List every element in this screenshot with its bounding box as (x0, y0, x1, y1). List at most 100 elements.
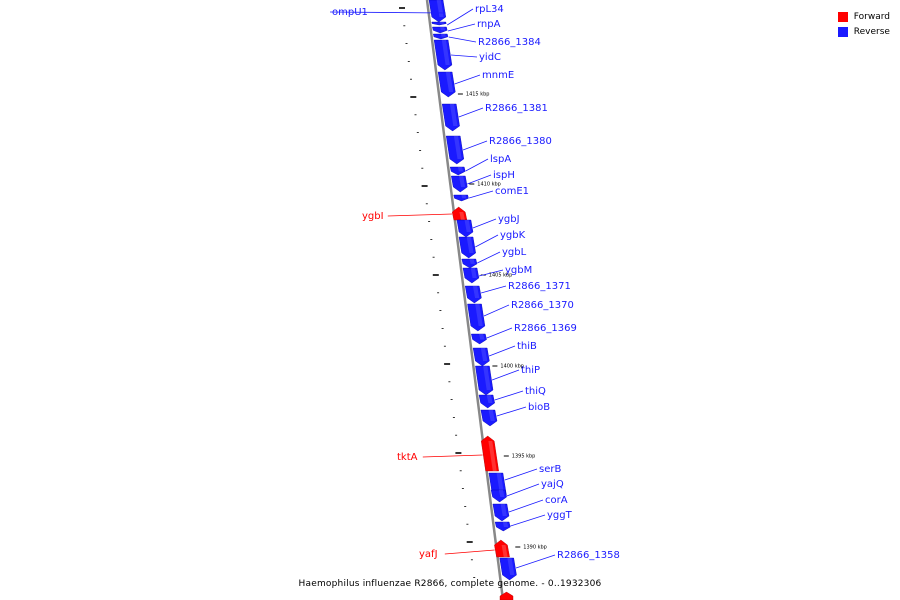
gene-shading-R2866_1371 (472, 286, 480, 298)
gene-leader-line (329, 11, 446, 14)
major-ticks (457, 93, 521, 548)
gene-shading-comE1 (461, 195, 467, 199)
scale-tick-label: 1395 kbp (512, 454, 536, 460)
gene-leader-line (422, 454, 483, 458)
gene-label-ompU1: ompU1 (332, 7, 368, 18)
gene-thiQ (478, 394, 495, 409)
gene-leader-line (504, 468, 538, 481)
legend-label-forward: Forward (853, 11, 890, 22)
gene-leader-line (510, 514, 546, 527)
gene-label-yidC: yidC (479, 52, 501, 63)
gene-label-R2866_1384: R2866_1384 (478, 37, 541, 48)
gene-shading-yafJ (501, 545, 508, 557)
gene-shading-ygbM (470, 268, 477, 278)
scale-tick-label: 1405 kbp (489, 273, 513, 279)
gene-shading-tktA (488, 441, 497, 471)
minor-ticks (399, 7, 476, 578)
gene-shading-thiB (480, 348, 488, 361)
scale-labels: 1415 kbp 1410 kbp 1405 kbp 1400 kbp 1395 kbp… (466, 92, 547, 551)
gene-label-R2866_1370: R2866_1370 (511, 300, 574, 311)
gene-shading-rpL34 (439, 22, 445, 24)
gene-leader-line (508, 499, 544, 513)
gene-label-ygbK: ygbK (500, 230, 526, 241)
gene-leader-line (494, 390, 524, 401)
gene-label-tktA: tktA (397, 452, 418, 463)
gene-label-R2866_1369: R2866_1369 (514, 323, 577, 334)
legend-label-reverse: Reverse (853, 26, 890, 37)
gene-leader-line (458, 107, 484, 118)
gene-shading-serB (496, 473, 505, 495)
gene-leader-line (467, 174, 492, 185)
gene-leader-line (468, 190, 494, 199)
gene-shading-thiP (483, 366, 491, 390)
gene-label-R2866_1380: R2866_1380 (489, 136, 552, 147)
gene-features (428, 0, 517, 600)
legend-swatch-reverse (837, 26, 848, 37)
gene-label-lspA: lspA (490, 154, 511, 165)
gene-corA (492, 503, 510, 522)
gene-ygbJ (456, 219, 474, 238)
gene-shading-yidC (441, 40, 450, 65)
gene-label-ygbJ: ygbJ (498, 214, 520, 225)
gene-leader-line (483, 304, 510, 317)
gene-leader-line (387, 213, 453, 217)
gene-leader-line (475, 234, 499, 248)
gene-label-thiP: thiP (521, 365, 540, 376)
gene-bioB (480, 409, 498, 427)
gene-leader-line (462, 140, 488, 151)
gene-leader-line (488, 345, 516, 357)
gene-shading-yajQ (498, 490, 505, 497)
gene-leader-line (478, 269, 504, 277)
gene-label-yafJ: yafJ (419, 549, 438, 560)
gene-shading-R2866_1384 (441, 34, 446, 37)
gene-shading-R2866_1358 (507, 558, 515, 575)
legend-item-forward: Forward (837, 9, 890, 24)
gene-leader-line (477, 251, 501, 264)
map-caption: Haemophilus influenzae R2866, complete g… (298, 579, 602, 589)
gene-ygbM (462, 267, 480, 284)
gene-leader-line (515, 554, 556, 569)
gene-shading-mnmE (445, 72, 454, 92)
gene-leader-line (486, 327, 513, 339)
gene-leader-line (506, 483, 540, 497)
gene-leader-line (450, 54, 478, 58)
legend: Forward Reverse (837, 9, 890, 39)
gene-R2866_1371 (464, 285, 482, 304)
gene-label-serB: serB (539, 464, 561, 475)
legend-swatch-forward (837, 11, 848, 22)
scale-tick-label: 1415 kbp (466, 92, 490, 98)
gene-leader-line (447, 23, 476, 32)
gene-label-rnpA: rnpA (477, 19, 501, 30)
gene-thiB (472, 347, 490, 367)
gene-leader-line (444, 549, 495, 555)
gene-shading-ispH (459, 176, 466, 187)
gene-leader-line (480, 285, 507, 294)
gene-label-ygbM: ygbM (505, 265, 532, 276)
gene-label-yajQ: yajQ (541, 479, 564, 490)
gene-shading-ygbK (466, 237, 474, 253)
gene-shading-bioB (488, 410, 495, 421)
gene-shading-ygbJ (464, 220, 471, 232)
gene-shading-lspA (457, 167, 464, 172)
gene-label-thiB: thiB (517, 341, 537, 352)
legend-item-reverse: Reverse (837, 24, 890, 39)
gene-shading-yggT (502, 522, 509, 527)
gene-label-rpL34: rpL34 (475, 4, 504, 15)
gene-leader-line (446, 8, 474, 26)
gene-label-yggT: yggT (547, 510, 573, 521)
gene-shading-R2866_1381 (449, 104, 458, 126)
gene-partial-forward (499, 591, 514, 600)
gene-shading-ygbL (469, 259, 475, 264)
gene-shading-ygbI (459, 212, 465, 220)
gene-label-thiQ: thiQ (525, 386, 546, 397)
gene-leader-line (496, 406, 527, 417)
gene-label-mnmE: mnmE (482, 70, 514, 81)
gene-label-R2866_1358: R2866_1358 (557, 550, 620, 561)
genome-backbone (425, 0, 505, 600)
gene-shading-thiQ (486, 395, 493, 403)
gene-label-R2866_1371: R2866_1371 (508, 281, 571, 292)
gene-shading-R2866_1380 (453, 136, 462, 159)
gene-shading-R2866_1369 (479, 334, 485, 340)
scale-tick-label: 1390 kbp (523, 545, 547, 551)
